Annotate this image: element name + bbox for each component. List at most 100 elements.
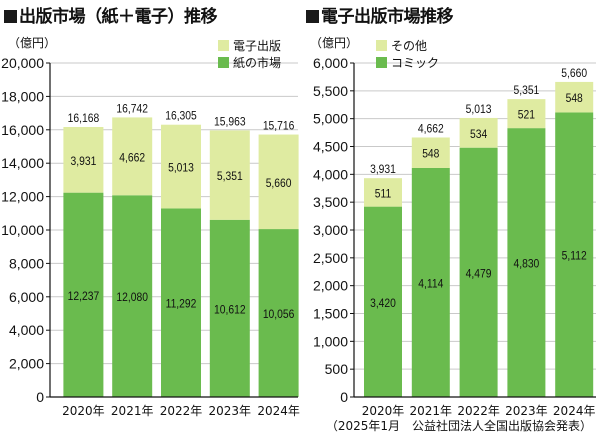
y-tick-label: 0 bbox=[340, 389, 348, 405]
bar-value-label: 534 bbox=[470, 128, 487, 141]
bar-total-label: 4,662 bbox=[418, 123, 444, 136]
bar-total-label: 3,931 bbox=[370, 164, 396, 177]
y-tick-label: 12,000 bbox=[1, 189, 44, 205]
bar-total-label: 16,742 bbox=[116, 103, 148, 116]
bar-segment bbox=[161, 208, 201, 397]
x-tick-label: 2021年 bbox=[111, 404, 154, 418]
bar-value-label: 10,056 bbox=[263, 308, 295, 321]
bar-value-label: 3,931 bbox=[70, 155, 96, 168]
legend-swatch bbox=[376, 40, 387, 51]
bar-total-label: 15,963 bbox=[214, 116, 246, 129]
bar-value-label: 11,292 bbox=[166, 298, 197, 311]
bar-segment bbox=[63, 192, 104, 397]
y-tick-label: 4,000 bbox=[313, 166, 348, 182]
legend-swatch bbox=[218, 57, 229, 68]
bar-segment bbox=[258, 134, 299, 230]
y-tick-label: 1,500 bbox=[313, 306, 348, 322]
bar-value-label: 5,013 bbox=[168, 162, 194, 175]
y-tick-label: 500 bbox=[325, 361, 349, 377]
x-tick-label: 2024年 bbox=[553, 404, 596, 418]
bar-value-label: 5,112 bbox=[562, 250, 587, 263]
bar-segment bbox=[411, 137, 450, 168]
bar-segment bbox=[411, 167, 450, 397]
bar-value-label: 4,479 bbox=[466, 268, 492, 281]
bar-value-label: 4,114 bbox=[418, 278, 443, 291]
y-tick-label: 3,000 bbox=[313, 222, 348, 238]
legend-label: 紙の市場 bbox=[233, 55, 281, 70]
bar-value-label: 4,830 bbox=[513, 258, 539, 271]
y-tick-label: 4,000 bbox=[9, 322, 44, 338]
bar-total-label: 5,660 bbox=[561, 67, 587, 80]
bar-total-label: 15,716 bbox=[263, 120, 295, 133]
bar-segment bbox=[63, 126, 104, 193]
left-chart-title: 出版市場（紙＋電子）推移 bbox=[4, 2, 218, 27]
bar-value-label: 3,420 bbox=[370, 297, 396, 310]
bar-segment bbox=[161, 124, 201, 209]
left-chart-title-text: 出版市場（紙＋電子）推移 bbox=[19, 7, 218, 27]
y-tick-label: 6,000 bbox=[9, 289, 44, 305]
y-tick-label: 6,000 bbox=[313, 55, 348, 71]
y-axis-unit-label: （億円） bbox=[8, 36, 56, 50]
x-tick-label: 2023年 bbox=[505, 404, 548, 418]
y-tick-label: 1,000 bbox=[313, 333, 348, 349]
bar-value-label: 5,351 bbox=[217, 170, 243, 183]
bar-segment bbox=[364, 206, 402, 397]
y-tick-label: 18,000 bbox=[1, 88, 44, 104]
bar-value-label: 12,237 bbox=[68, 290, 100, 303]
y-tick-label: 16,000 bbox=[1, 122, 44, 138]
bar-total-label: 16,305 bbox=[165, 110, 197, 123]
x-tick-label: 2020年 bbox=[362, 404, 405, 418]
y-tick-label: 3,500 bbox=[313, 194, 348, 210]
bar-segment bbox=[209, 130, 250, 220]
bar-value-label: 4,662 bbox=[119, 152, 145, 165]
bar-segment bbox=[507, 128, 546, 397]
bar-total-label: 5,013 bbox=[466, 103, 492, 116]
y-tick-label: 20,000 bbox=[1, 55, 44, 71]
y-axis-unit-label: （億円） bbox=[310, 36, 358, 50]
y-tick-label: 2,000 bbox=[9, 356, 44, 372]
bar-segment bbox=[507, 99, 546, 129]
bar-value-label: 511 bbox=[375, 188, 391, 201]
y-tick-label: 8,000 bbox=[9, 255, 44, 271]
y-tick-label: 5,000 bbox=[313, 111, 348, 127]
y-tick-label: 5,500 bbox=[313, 83, 348, 99]
legend-swatch bbox=[376, 57, 387, 68]
right-chart-title-text: 電子出版市場推移 bbox=[321, 7, 454, 27]
y-tick-label: 2,500 bbox=[313, 250, 348, 266]
bar-value-label: 521 bbox=[518, 109, 535, 122]
source-note: （2025年1月 公益社団法人全国出版協会発表） bbox=[325, 419, 592, 433]
bar-segment bbox=[112, 195, 153, 397]
bar-value-label: 10,612 bbox=[214, 304, 246, 317]
bar-segment bbox=[209, 219, 250, 397]
bar-value-label: 548 bbox=[566, 93, 583, 106]
bar-total-label: 5,351 bbox=[513, 84, 539, 97]
legend-label: 電子出版 bbox=[233, 39, 281, 53]
y-tick-label: 10,000 bbox=[1, 222, 44, 238]
bar-segment bbox=[555, 112, 594, 397]
x-tick-label: 2020年 bbox=[62, 404, 105, 418]
x-tick-label: 2021年 bbox=[410, 404, 453, 418]
title-square-icon bbox=[4, 10, 17, 23]
bar-value-label: 12,080 bbox=[116, 291, 148, 304]
legend-label: その他 bbox=[391, 39, 427, 53]
title-square-icon bbox=[306, 10, 319, 23]
legend-swatch bbox=[218, 40, 229, 51]
y-tick-label: 4,500 bbox=[313, 139, 348, 155]
y-tick-label: 14,000 bbox=[1, 155, 44, 171]
bar-segment bbox=[459, 117, 498, 148]
bar-segment bbox=[258, 229, 299, 397]
right-chart-title: 電子出版市場推移 bbox=[306, 2, 454, 27]
bar-segment bbox=[112, 117, 153, 196]
y-tick-label: 0 bbox=[36, 389, 44, 405]
bar-value-label: 548 bbox=[422, 148, 439, 161]
legend-label: コミック bbox=[391, 56, 439, 70]
x-tick-label: 2022年 bbox=[160, 404, 203, 418]
bar-segment bbox=[364, 178, 402, 207]
bar-segment bbox=[555, 81, 594, 113]
x-tick-label: 2023年 bbox=[209, 404, 252, 418]
x-tick-label: 2022年 bbox=[457, 404, 500, 418]
y-tick-label: 2,000 bbox=[313, 278, 348, 294]
bar-segment bbox=[459, 147, 498, 397]
bar-value-label: 5,660 bbox=[266, 177, 292, 190]
